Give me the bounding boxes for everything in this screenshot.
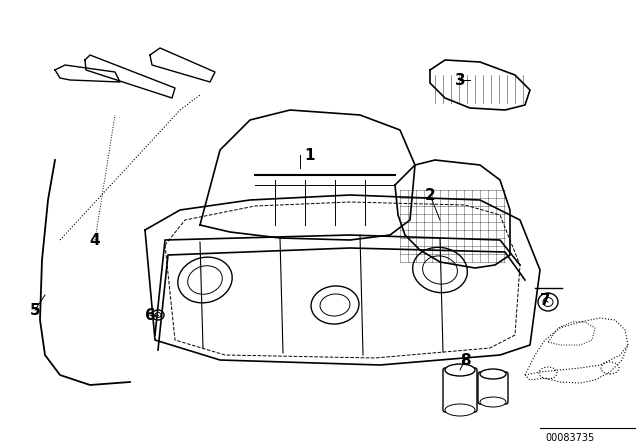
Ellipse shape bbox=[480, 397, 506, 407]
Ellipse shape bbox=[155, 313, 161, 318]
Ellipse shape bbox=[413, 247, 467, 293]
Ellipse shape bbox=[539, 367, 557, 379]
Text: 8: 8 bbox=[460, 353, 470, 367]
Ellipse shape bbox=[320, 294, 350, 316]
FancyBboxPatch shape bbox=[443, 368, 477, 412]
Ellipse shape bbox=[601, 362, 619, 374]
Ellipse shape bbox=[445, 364, 475, 376]
Text: 4: 4 bbox=[90, 233, 100, 247]
Ellipse shape bbox=[538, 293, 558, 311]
Ellipse shape bbox=[480, 369, 506, 379]
FancyBboxPatch shape bbox=[478, 372, 508, 404]
Ellipse shape bbox=[445, 404, 475, 416]
Ellipse shape bbox=[311, 286, 359, 324]
Ellipse shape bbox=[422, 256, 458, 284]
Text: 3: 3 bbox=[454, 73, 465, 87]
Ellipse shape bbox=[543, 297, 553, 306]
Text: 6: 6 bbox=[145, 307, 156, 323]
Ellipse shape bbox=[188, 266, 222, 294]
Text: 5: 5 bbox=[29, 302, 40, 318]
Text: 00083735: 00083735 bbox=[545, 433, 595, 443]
Text: 1: 1 bbox=[305, 147, 316, 163]
Text: 2: 2 bbox=[424, 188, 435, 202]
Ellipse shape bbox=[152, 310, 164, 320]
Ellipse shape bbox=[178, 257, 232, 303]
Text: 7: 7 bbox=[540, 293, 550, 307]
